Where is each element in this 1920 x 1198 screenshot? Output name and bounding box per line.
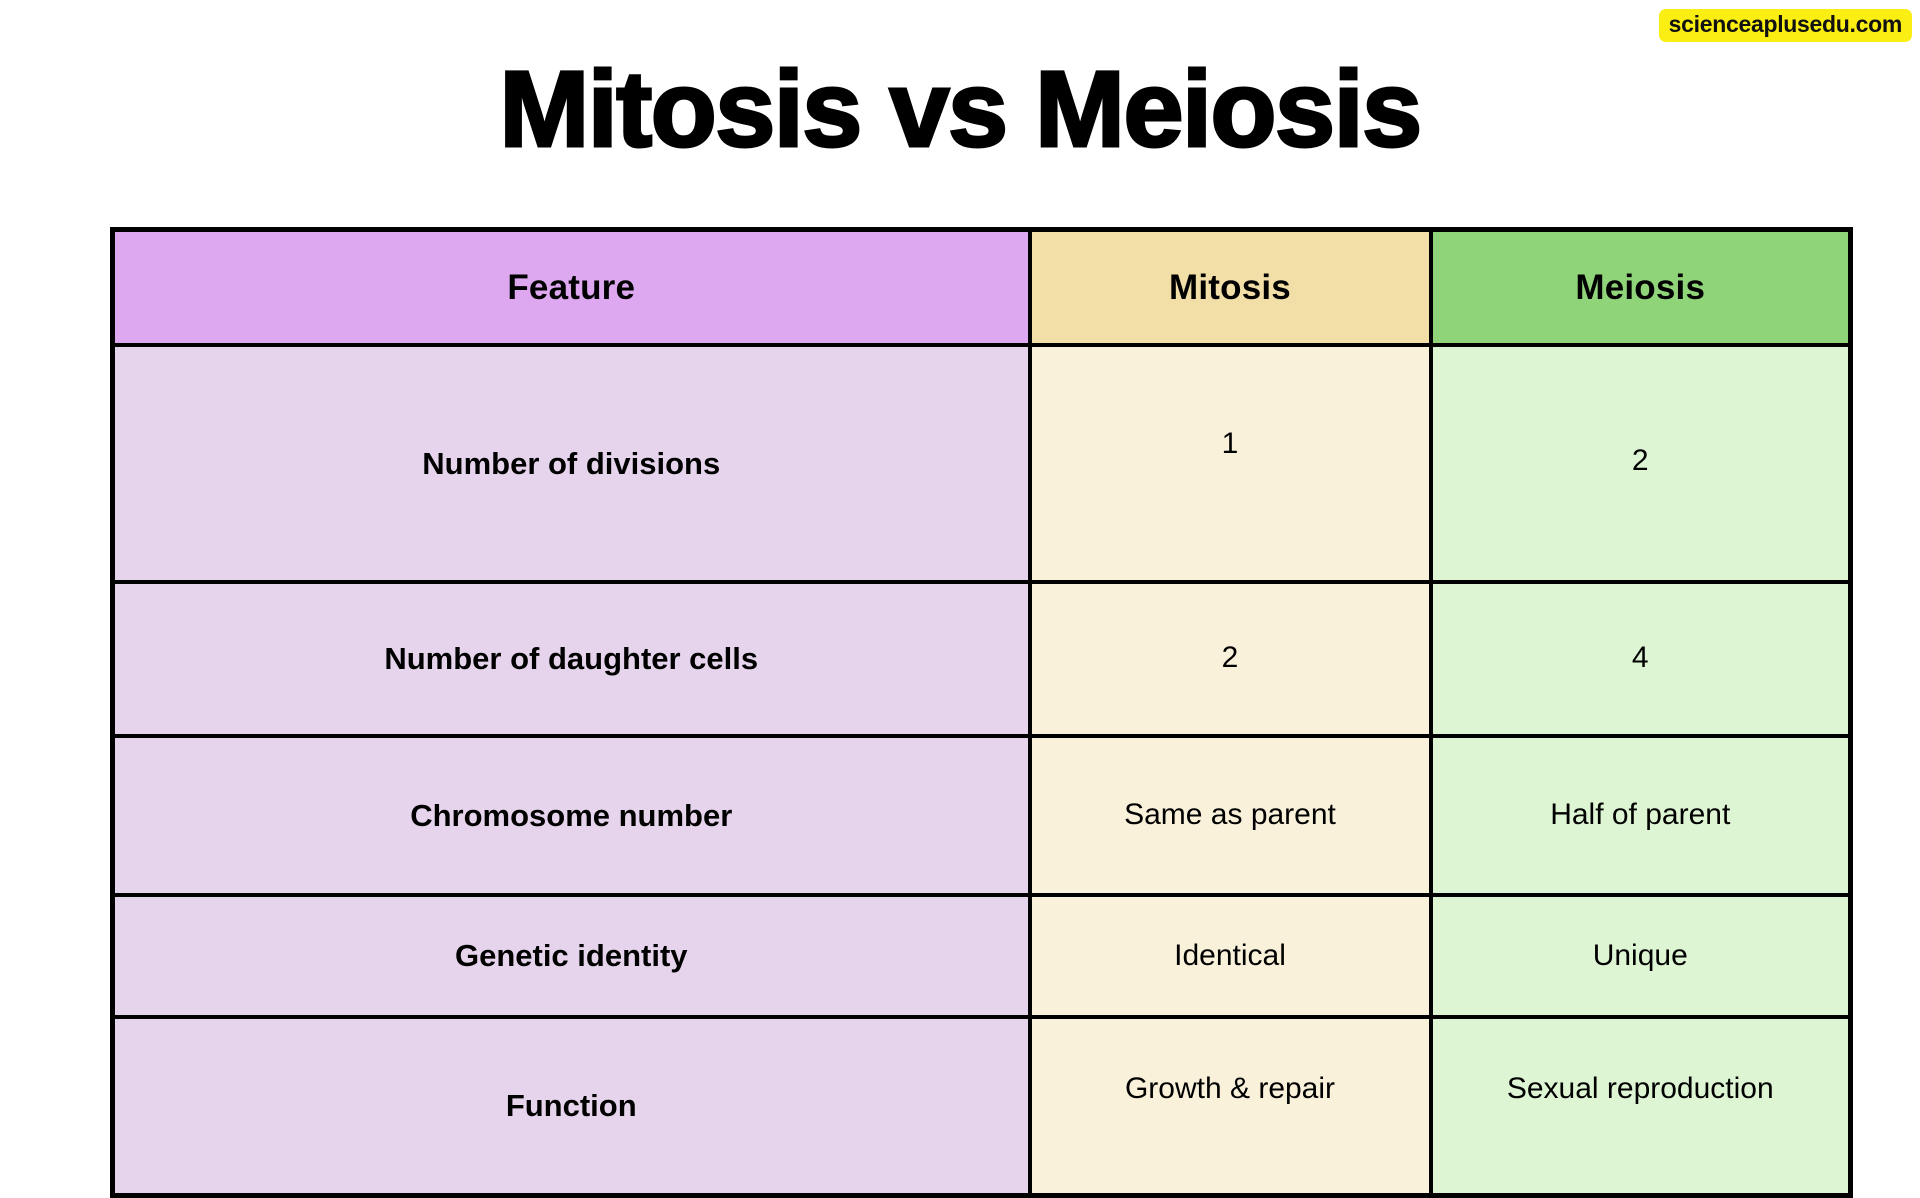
- table-row: Genetic identity Identical Unique: [110, 893, 1853, 1019]
- column-header-meiosis: Meiosis: [1428, 227, 1853, 347]
- page-title: Mitosis vs Meiosis: [498, 48, 1424, 169]
- mitosis-meiosis-comparison-table: Feature Mitosis Meiosis Number of divisi…: [110, 227, 1853, 1198]
- table-row: Number of divisions 1 2: [110, 343, 1853, 584]
- table-row: Chromosome number Same as parent Half of…: [110, 734, 1853, 897]
- table-row: Function Growth & repair Sexual reproduc…: [110, 1015, 1853, 1198]
- table-row: Number of daughter cells 2 4: [110, 580, 1853, 738]
- column-header-feature: Feature: [110, 227, 1032, 347]
- cell-meiosis: Sexual reproduction: [1428, 1015, 1853, 1198]
- cell-meiosis: Half of parent: [1428, 734, 1853, 897]
- site-watermark-badge: scienceaplusedu.com: [1658, 9, 1912, 42]
- table-body: Number of divisions 1 2 Number of daught…: [110, 343, 1853, 1198]
- cell-feature: Number of divisions: [110, 343, 1032, 584]
- cell-feature: Chromosome number: [110, 734, 1032, 897]
- comparison-table-container: Feature Mitosis Meiosis Number of divisi…: [110, 227, 1853, 1198]
- cell-mitosis: Identical: [1027, 893, 1433, 1019]
- table-header-row: Feature Mitosis Meiosis: [110, 227, 1853, 347]
- column-header-mitosis: Mitosis: [1027, 227, 1433, 347]
- table-header: Feature Mitosis Meiosis: [110, 227, 1853, 347]
- cell-feature: Genetic identity: [110, 893, 1032, 1019]
- cell-meiosis: 2: [1428, 343, 1853, 584]
- cell-mitosis: Same as parent: [1027, 734, 1433, 897]
- cell-mitosis: 2: [1027, 580, 1433, 738]
- cell-meiosis: Unique: [1428, 893, 1853, 1019]
- cell-mitosis: Growth & repair: [1027, 1015, 1433, 1198]
- cell-meiosis: 4: [1428, 580, 1853, 738]
- cell-feature: Function: [110, 1015, 1032, 1198]
- cell-feature: Number of daughter cells: [110, 580, 1032, 738]
- cell-mitosis: 1: [1027, 343, 1433, 584]
